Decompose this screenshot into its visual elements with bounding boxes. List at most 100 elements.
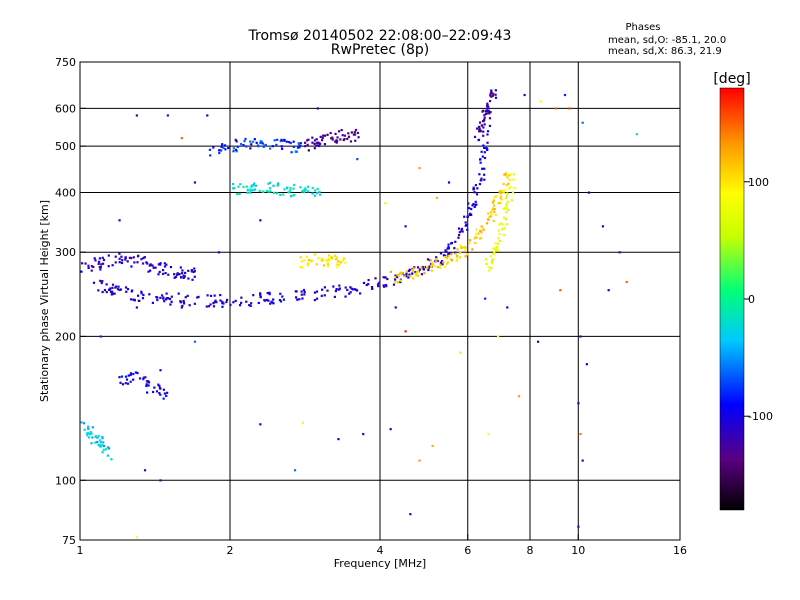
data-point: [101, 451, 104, 454]
x-tick-label: 4: [377, 544, 384, 557]
data-point: [154, 266, 157, 269]
data-point: [303, 259, 306, 262]
data-point: [439, 266, 442, 270]
data-point: [259, 219, 262, 222]
data-point: [80, 421, 83, 424]
data-point: [494, 93, 497, 96]
data-point: [356, 131, 359, 135]
data-point: [86, 432, 89, 435]
data-point: [322, 264, 326, 267]
data-point: [97, 260, 101, 263]
data-point: [126, 382, 130, 385]
data-point: [503, 227, 506, 230]
data-point: [102, 441, 105, 444]
data-point: [250, 189, 254, 192]
data-point: [418, 167, 421, 170]
data-point: [486, 148, 489, 152]
data-point: [344, 295, 347, 298]
data-point: [319, 135, 322, 138]
data-point: [439, 263, 442, 267]
data-point: [501, 190, 504, 193]
data-point: [417, 270, 420, 273]
data-point: [478, 183, 482, 186]
data-point: [506, 306, 509, 309]
chart-title: Tromsø 20140502 22:08:00–22:09:43: [248, 28, 512, 44]
data-point: [485, 147, 489, 150]
data-point: [482, 126, 485, 129]
data-point: [460, 227, 464, 231]
data-point: [259, 293, 262, 296]
data-point: [157, 273, 160, 276]
data-point: [318, 144, 321, 148]
data-point: [299, 256, 302, 259]
data-point: [101, 290, 104, 294]
data-point: [311, 259, 314, 262]
data-point: [193, 270, 196, 273]
data-point: [158, 392, 161, 395]
data-point: [320, 288, 324, 291]
data-point: [332, 285, 335, 288]
data-point: [481, 227, 485, 230]
data-point: [422, 267, 425, 271]
data-point: [429, 259, 432, 262]
data-point: [447, 252, 450, 256]
data-point: [236, 193, 239, 196]
data-point: [506, 192, 509, 195]
data-point: [414, 274, 417, 277]
data-point: [502, 207, 505, 210]
data-point: [232, 150, 235, 153]
data-point: [455, 254, 459, 258]
data-point: [483, 156, 487, 160]
data-point: [501, 223, 504, 226]
data-point: [447, 243, 450, 246]
data-point: [114, 261, 117, 264]
data-point: [485, 262, 488, 266]
data-point: [302, 189, 305, 192]
data-point: [489, 255, 492, 258]
data-point: [82, 422, 86, 425]
data-point: [159, 296, 162, 299]
data-point: [297, 142, 300, 145]
data-point: [342, 257, 346, 260]
data-point: [503, 173, 506, 176]
data-point: [523, 93, 526, 97]
data-point: [327, 265, 330, 268]
data-point: [182, 299, 185, 303]
data-point: [212, 302, 215, 305]
data-point: [196, 296, 199, 299]
data-point: [471, 204, 474, 207]
data-point: [313, 139, 317, 142]
data-point: [314, 144, 318, 147]
data-point: [330, 256, 334, 259]
data-point: [376, 283, 380, 286]
data-point: [117, 285, 120, 288]
data-point: [109, 287, 112, 290]
data-point: [99, 268, 102, 271]
data-point: [259, 423, 262, 426]
data-point: [493, 252, 496, 256]
data-point: [307, 190, 310, 193]
data-point: [473, 237, 476, 240]
data-point: [336, 266, 339, 269]
data-point: [539, 100, 542, 103]
data-point: [298, 146, 301, 149]
data-point: [149, 263, 152, 266]
data-point: [480, 150, 483, 153]
data-point: [97, 262, 100, 265]
data-point: [382, 276, 385, 279]
data-point: [457, 233, 461, 237]
data-point: [160, 294, 164, 297]
data-point: [482, 109, 485, 112]
data-point: [579, 335, 582, 338]
data-point: [157, 383, 160, 386]
data-point: [404, 330, 407, 333]
data-point: [191, 278, 194, 281]
data-point: [129, 372, 133, 375]
data-point: [170, 300, 173, 303]
data-point: [259, 296, 262, 299]
data-point: [225, 300, 228, 304]
data-point: [299, 186, 302, 189]
data-point: [164, 271, 167, 275]
data-point: [132, 378, 135, 381]
data-point: [235, 150, 238, 153]
